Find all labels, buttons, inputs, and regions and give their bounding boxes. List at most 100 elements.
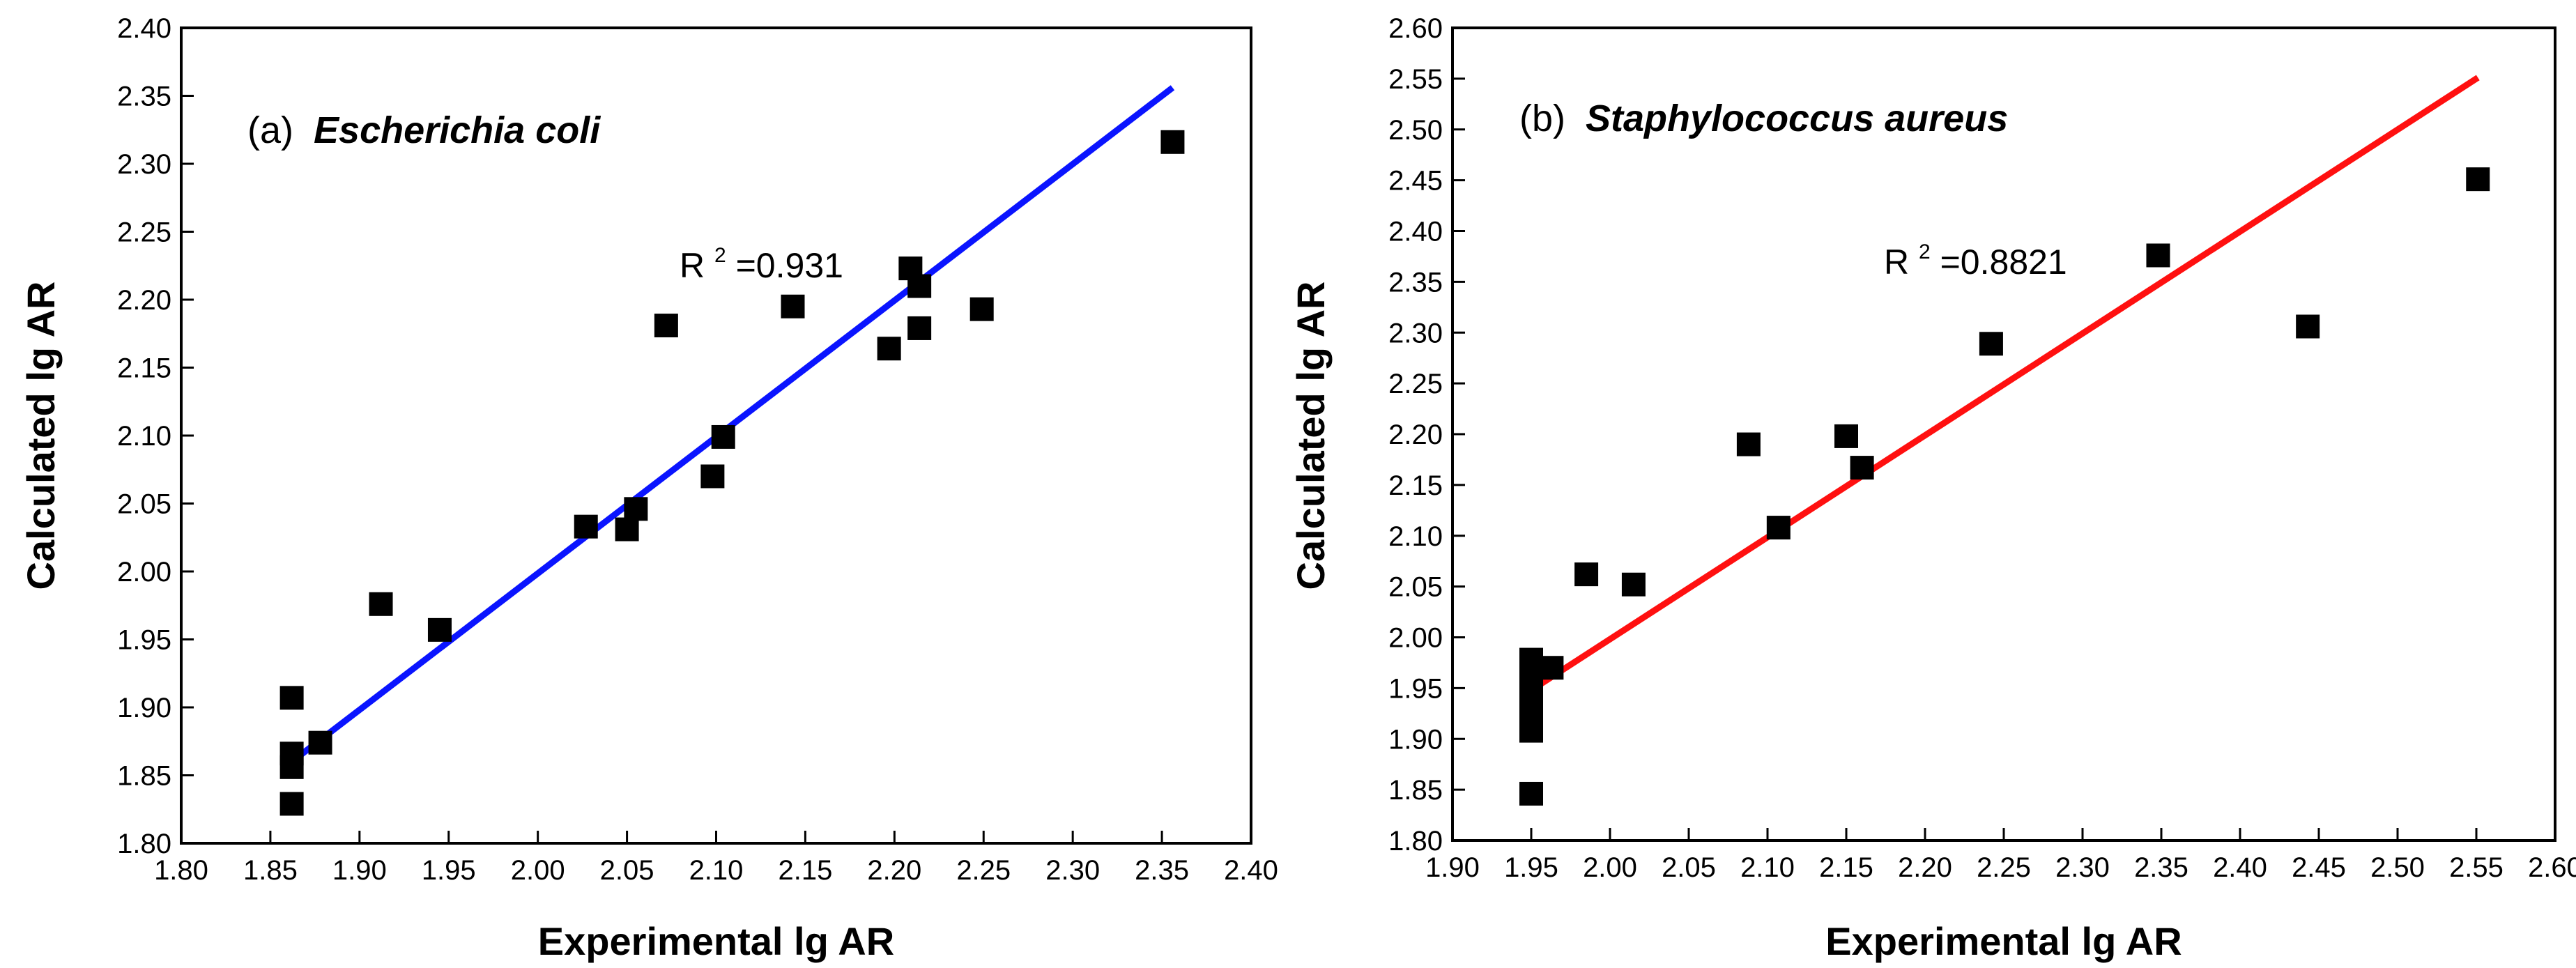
x-tick-label-b-1: 1.95 [1504, 852, 1558, 883]
x-tick-label-b-2: 2.00 [1583, 852, 1637, 883]
ticks-b: 1.90 1.95 2.00 2.05 2.10 2.15 2.20 2.25 2.30 2.35… [1388, 13, 2576, 883]
x-tick-label-a-9: 2.25 [956, 855, 1011, 886]
y-tick-label-a-4: 2.00 [117, 557, 171, 587]
y-tick-label-b-6: 2.10 [1388, 521, 1443, 552]
x-tick-label-b-12: 2.50 [2370, 852, 2425, 883]
y-tick-label-a-10: 2.30 [117, 149, 171, 180]
x-tick-label-b-6: 2.20 [1898, 852, 1952, 883]
y-tick-label-b-2: 1.90 [1388, 724, 1443, 755]
y-tick-label-a-2: 1.90 [117, 693, 171, 723]
data-point-a-10 [654, 314, 678, 338]
y-axis-title-b: Calculated lg AR [1289, 282, 1333, 590]
panel-title-b: (b) Staphylococcus aureus [1519, 98, 2008, 139]
data-point-a-17 [907, 316, 932, 340]
x-tick-label-b-13: 2.55 [2449, 852, 2504, 883]
y-tick-label-b-8: 2.20 [1388, 420, 1443, 450]
y-tick-label-b-10: 2.30 [1388, 318, 1443, 348]
y-tick-label-a-6: 2.10 [117, 421, 171, 452]
r-squared-b: R 2 =0.8821 [1884, 227, 2067, 282]
y-tick-label-b-0: 1.80 [1388, 826, 1443, 856]
y-tick-label-b-13: 2.45 [1388, 166, 1443, 197]
x-tick-label-a-11: 2.35 [1135, 855, 1189, 886]
x-tick-label-a-3: 1.95 [422, 855, 476, 886]
fit-line-b [1529, 75, 2480, 693]
data-point-b-10 [1621, 572, 1646, 597]
ticks-a: 1.80 1.85 1.90 1.95 2.00 2.05 2.10 2.15 2.20 2.25… [117, 13, 1278, 886]
data-point-a-18 [969, 297, 994, 321]
plot-frame-b [1451, 26, 2556, 842]
y-tick-label-a-12: 2.40 [117, 13, 171, 44]
data-point-a-13 [781, 294, 805, 318]
y-tick-label-b-5: 2.05 [1388, 572, 1443, 603]
x-tick-label-a-0: 1.80 [154, 855, 208, 886]
data-point-a-16 [907, 274, 932, 298]
panel-label-b: (b) [1519, 98, 1565, 139]
x-tick-label-b-14: 2.60 [2528, 852, 2576, 883]
data-point-a-19 [1160, 130, 1185, 154]
data-point-b-15 [1979, 332, 2003, 356]
y-tick-label-a-3: 1.95 [117, 625, 171, 656]
y-tick-label-a-5: 2.05 [117, 489, 171, 520]
panel-a: 1.80 1.85 1.90 1.95 2.00 2.05 2.10 2.15 2.20 2.25… [19, 13, 1278, 963]
y-tick-label-a-8: 2.20 [117, 285, 171, 316]
regression-line-b [1529, 75, 2480, 693]
x-tick-label-a-1: 1.85 [243, 855, 298, 886]
y-tick-label-a-1: 1.85 [117, 761, 171, 792]
data-point-b-14 [1850, 456, 1874, 480]
x-tick-label-a-4: 2.00 [511, 855, 565, 886]
y-tick-label-b-11: 2.35 [1388, 267, 1443, 298]
data-point-a-12 [711, 424, 735, 449]
data-point-a-11 [700, 464, 725, 489]
y-axis-title-a: Calculated lg AR [19, 282, 63, 590]
data-point-b-11 [1736, 432, 1761, 456]
x-tick-label-b-7: 2.25 [1977, 852, 2031, 883]
data-point-b-12 [1766, 516, 1791, 540]
y-tick-label-b-16: 2.60 [1388, 13, 1443, 44]
y-tick-label-b-9: 2.25 [1388, 369, 1443, 399]
y-tick-label-a-9: 2.25 [117, 217, 171, 248]
x-tick-label-a-7: 2.15 [778, 855, 832, 886]
x-tick-label-a-8: 2.20 [867, 855, 921, 886]
panel-title-a: (a) Escherichia coli [247, 109, 601, 151]
x-axis-title-b: Experimental lg AR [1825, 919, 2182, 963]
data-point-b-8 [1540, 656, 1564, 680]
r-squared-prefix-a: R [680, 246, 705, 285]
x-tick-label-b-8: 2.30 [2055, 852, 2110, 883]
y-tick-label-b-14: 2.50 [1388, 115, 1443, 146]
r-squared-superscript-b: 2 [1919, 240, 1931, 263]
data-point-b-9 [1574, 562, 1599, 587]
data-point-a-6 [427, 617, 452, 642]
data-point-a-4 [308, 730, 332, 755]
data-point-a-0 [279, 686, 304, 710]
x-tick-label-b-11: 2.45 [2292, 852, 2346, 883]
data-point-b-7 [1519, 781, 1543, 806]
data-point-b-17 [2296, 314, 2320, 339]
points-b [1519, 167, 2490, 806]
x-axis-title-a: Experimental lg AR [538, 919, 894, 963]
species-name-b: Staphylococcus aureus [1586, 98, 2008, 139]
data-point-a-14 [877, 337, 901, 361]
data-point-a-5 [369, 592, 393, 616]
x-tick-label-a-10: 2.30 [1045, 855, 1100, 886]
x-tick-label-b-5: 2.15 [1819, 852, 1873, 883]
y-tick-label-b-1: 1.85 [1388, 775, 1443, 806]
y-tick-label-b-3: 1.95 [1388, 673, 1443, 704]
data-point-a-8 [615, 517, 639, 541]
x-tick-label-a-6: 2.10 [689, 855, 744, 886]
x-tick-label-b-4: 2.10 [1740, 852, 1795, 883]
data-point-a-9 [624, 497, 648, 521]
r-squared-prefix-b: R [1884, 243, 1909, 282]
y-tick-label-a-11: 2.35 [117, 82, 171, 112]
panel-label-a: (a) [247, 109, 293, 151]
x-tick-label-a-12: 2.40 [1224, 855, 1278, 886]
x-tick-label-a-2: 1.90 [332, 855, 387, 886]
x-tick-label-b-9: 2.35 [2134, 852, 2188, 883]
data-point-a-7 [574, 514, 598, 539]
y-tick-label-b-7: 2.15 [1388, 470, 1443, 501]
regression-line-a [289, 85, 1175, 765]
points-a [279, 130, 1185, 816]
r-squared-a: R 2 =0.931 [680, 231, 843, 285]
y-tick-label-a-0: 1.80 [117, 829, 171, 859]
data-point-a-3 [279, 792, 304, 816]
